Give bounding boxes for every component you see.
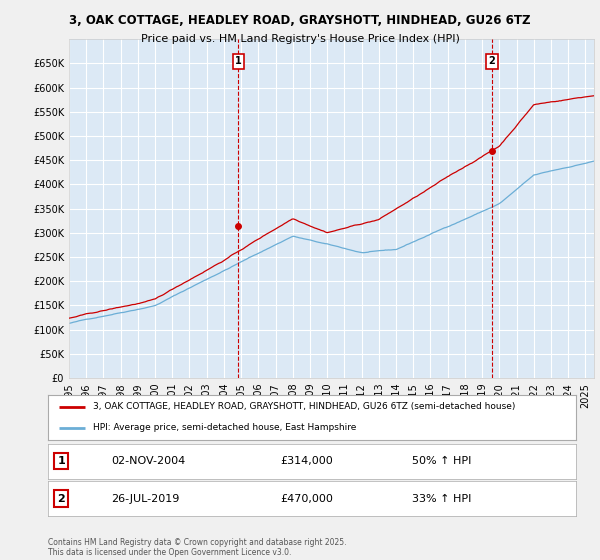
Text: 50% ↑ HPI: 50% ↑ HPI bbox=[412, 456, 472, 466]
Text: Contains HM Land Registry data © Crown copyright and database right 2025.
This d: Contains HM Land Registry data © Crown c… bbox=[48, 538, 347, 557]
Text: 2: 2 bbox=[58, 494, 65, 503]
Text: 02-NOV-2004: 02-NOV-2004 bbox=[112, 456, 185, 466]
Text: 33% ↑ HPI: 33% ↑ HPI bbox=[412, 494, 472, 503]
Text: 1: 1 bbox=[58, 456, 65, 466]
Text: 3, OAK COTTAGE, HEADLEY ROAD, GRAYSHOTT, HINDHEAD, GU26 6TZ: 3, OAK COTTAGE, HEADLEY ROAD, GRAYSHOTT,… bbox=[69, 14, 531, 27]
Text: 3, OAK COTTAGE, HEADLEY ROAD, GRAYSHOTT, HINDHEAD, GU26 6TZ (semi-detached house: 3, OAK COTTAGE, HEADLEY ROAD, GRAYSHOTT,… bbox=[93, 403, 515, 412]
Text: 1: 1 bbox=[235, 56, 242, 66]
Text: £314,000: £314,000 bbox=[280, 456, 333, 466]
Text: Price paid vs. HM Land Registry's House Price Index (HPI): Price paid vs. HM Land Registry's House … bbox=[140, 34, 460, 44]
Text: HPI: Average price, semi-detached house, East Hampshire: HPI: Average price, semi-detached house,… bbox=[93, 423, 356, 432]
Text: 2: 2 bbox=[488, 56, 496, 66]
Text: £470,000: £470,000 bbox=[280, 494, 333, 503]
Text: 26-JUL-2019: 26-JUL-2019 bbox=[112, 494, 180, 503]
